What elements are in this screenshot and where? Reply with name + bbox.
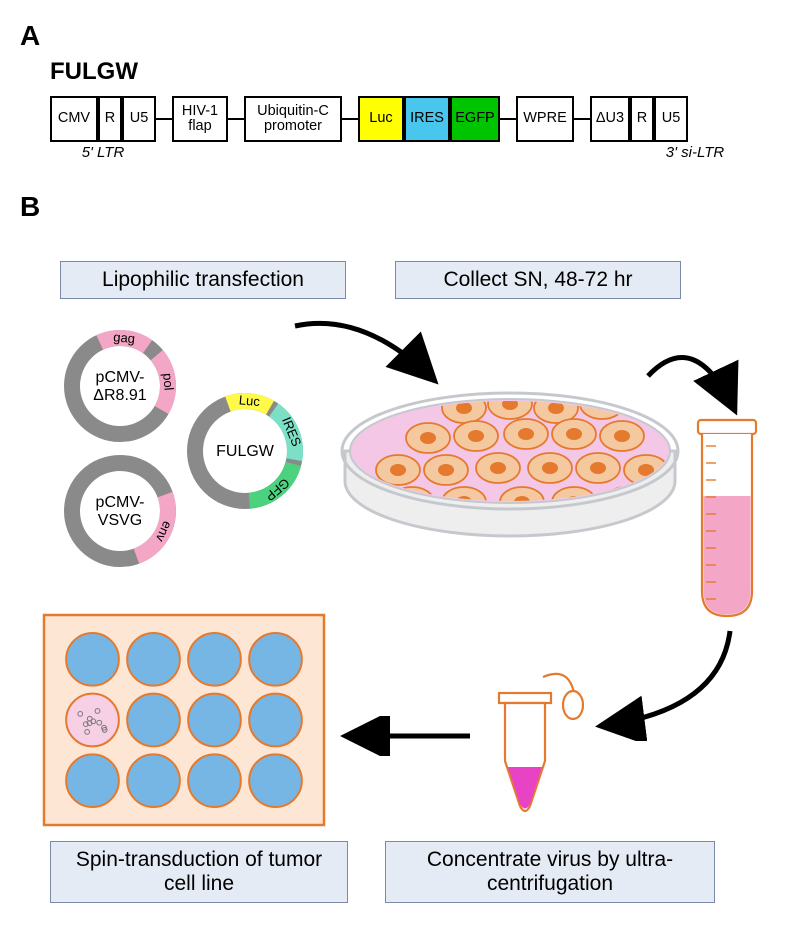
svg-text:ΔR8.91: ΔR8.91 <box>93 387 146 404</box>
well-plate <box>40 611 330 831</box>
ltr-labels: 5' LTR 3' si-LTR <box>50 144 770 161</box>
svg-text:FULGW: FULGW <box>216 443 275 460</box>
panel-A-title: FULGW <box>50 58 770 86</box>
construct-seg-U5: U5 <box>654 96 688 142</box>
construct-seg-WPRE: WPRE <box>516 96 574 142</box>
hdr-concentrate: Concentrate virus by ultra-centrifugatio… <box>385 841 715 903</box>
construct-seg-Ubiquitin-C-promoter: Ubiquitin-C promoter <box>244 96 342 142</box>
hdr-collect-sn: Collect SN, 48-72 hr <box>395 261 681 299</box>
svg-text:gag: gag <box>113 329 136 346</box>
panel-B-canvas: Lipophilic transfection Collect SN, 48-7… <box>20 261 770 921</box>
culture-dish <box>330 356 690 566</box>
svg-text:VSVG: VSVG <box>98 512 142 529</box>
construct-seg-EGFP: EGFP <box>450 96 500 142</box>
panel-A-label: A <box>20 20 770 52</box>
svg-text:pCMV-: pCMV- <box>96 369 145 386</box>
construct-link <box>500 118 516 120</box>
construct-seg-IRES: IRES <box>404 96 450 142</box>
centrifuge-tube <box>690 416 770 646</box>
construct-link <box>156 118 172 120</box>
ltr3-label: 3' si-LTR <box>640 144 750 161</box>
construct-seg-CMV: CMV <box>50 96 98 142</box>
construct-seg-U5: U5 <box>122 96 156 142</box>
construct-link <box>574 118 590 120</box>
construct-seg-R: R <box>630 96 654 142</box>
panel-B-label: B <box>20 191 770 223</box>
construct-link <box>228 118 244 120</box>
construct-seg-ΔU3: ΔU3 <box>590 96 630 142</box>
svg-text:pol: pol <box>160 372 176 391</box>
hdr-spin-transduce: Spin-transduction of tumor cell line <box>50 841 348 903</box>
arrow-epp-to-plate <box>330 716 480 756</box>
construct-link <box>342 118 358 120</box>
construct-seg-R: R <box>98 96 122 142</box>
svg-text:Luc: Luc <box>238 392 261 409</box>
construct-seg-HIV-1-flap: HIV-1 flap <box>172 96 228 142</box>
eppendorf-tube <box>475 671 585 821</box>
arrow-tube-to-epp <box>580 621 750 741</box>
ltr5-label: 5' LTR <box>50 144 156 161</box>
hdr-transfection: Lipophilic transfection <box>60 261 346 299</box>
construct-row: CMVRU5HIV-1 flapUbiquitin-C promoterLucI… <box>50 96 770 142</box>
svg-text:pCMV-: pCMV- <box>96 494 145 511</box>
construct-seg-Luc: Luc <box>358 96 404 142</box>
